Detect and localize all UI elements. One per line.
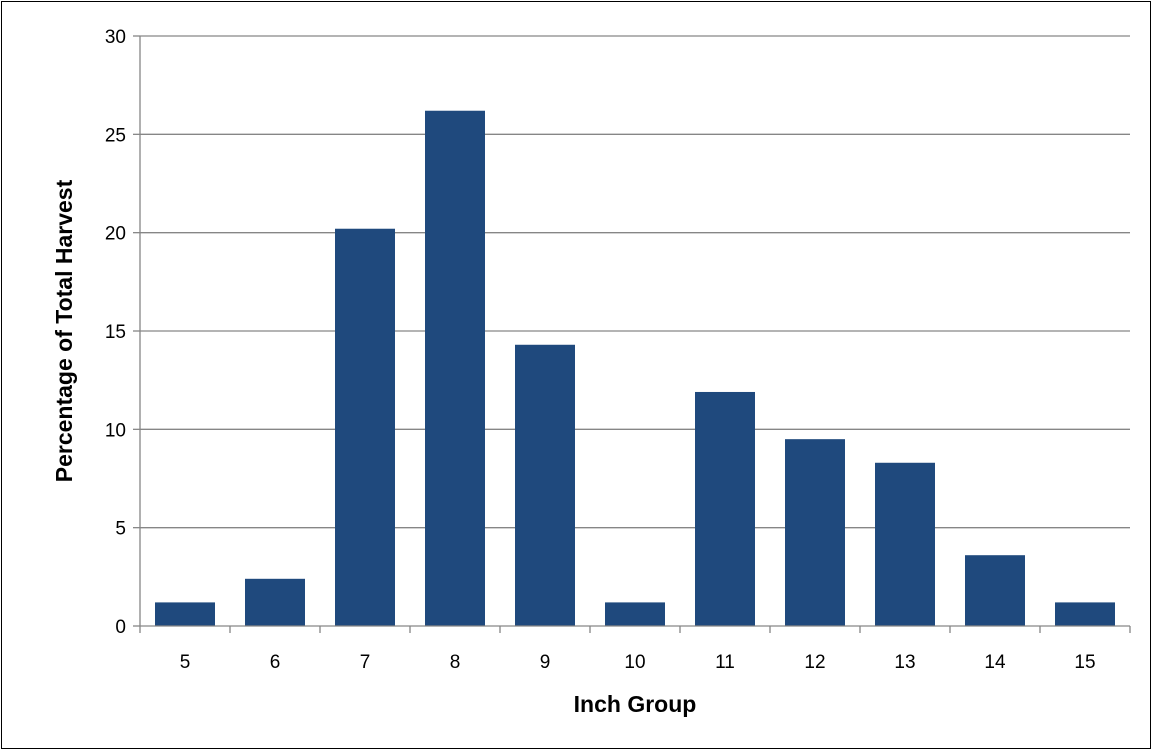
bar-12: [785, 439, 845, 626]
y-tick-label: 5: [115, 519, 126, 540]
y-tick-label: 0: [115, 617, 126, 638]
axes: [133, 35, 1131, 633]
bar-5: [155, 602, 215, 626]
y-tick-label: 10: [105, 420, 126, 441]
x-tick-labels: 5 6 7 8 9 10 11 12 13 14 15: [180, 652, 1096, 673]
x-tick-label: 8: [450, 652, 461, 673]
x-tick-label: 12: [804, 652, 825, 673]
y-tick-labels: 0 5 10 15 20 25 30: [105, 27, 126, 638]
x-tick-label: 5: [180, 652, 191, 673]
y-tick-label: 25: [105, 125, 126, 146]
bar-13: [875, 462, 935, 626]
bar-10: [605, 602, 665, 626]
x-tick-label: 7: [360, 652, 371, 673]
gridlines: [140, 35, 1130, 529]
y-tick-label: 30: [105, 27, 126, 48]
y-tick-label: 15: [105, 322, 126, 343]
x-tick-label: 13: [894, 652, 915, 673]
x-tick-label: 15: [1074, 652, 1095, 673]
y-tick-label: 20: [105, 224, 126, 245]
x-tick-label: 14: [984, 652, 1006, 673]
bar-14: [965, 555, 1025, 626]
bar-6: [245, 578, 305, 626]
bar-15: [1055, 602, 1115, 626]
bar-11: [695, 391, 755, 626]
bar-7: [335, 228, 395, 626]
x-tick-label: 11: [715, 652, 735, 673]
x-tick-label: 9: [540, 652, 551, 673]
x-axis-title: Inch Group: [574, 691, 697, 717]
bar-9: [515, 344, 575, 626]
bars: [155, 110, 1115, 626]
y-axis-title: Percentage of Total Harvest: [51, 179, 77, 482]
bar-8: [425, 110, 485, 626]
x-tick-label: 6: [270, 652, 281, 673]
x-tick-label: 10: [624, 652, 645, 673]
